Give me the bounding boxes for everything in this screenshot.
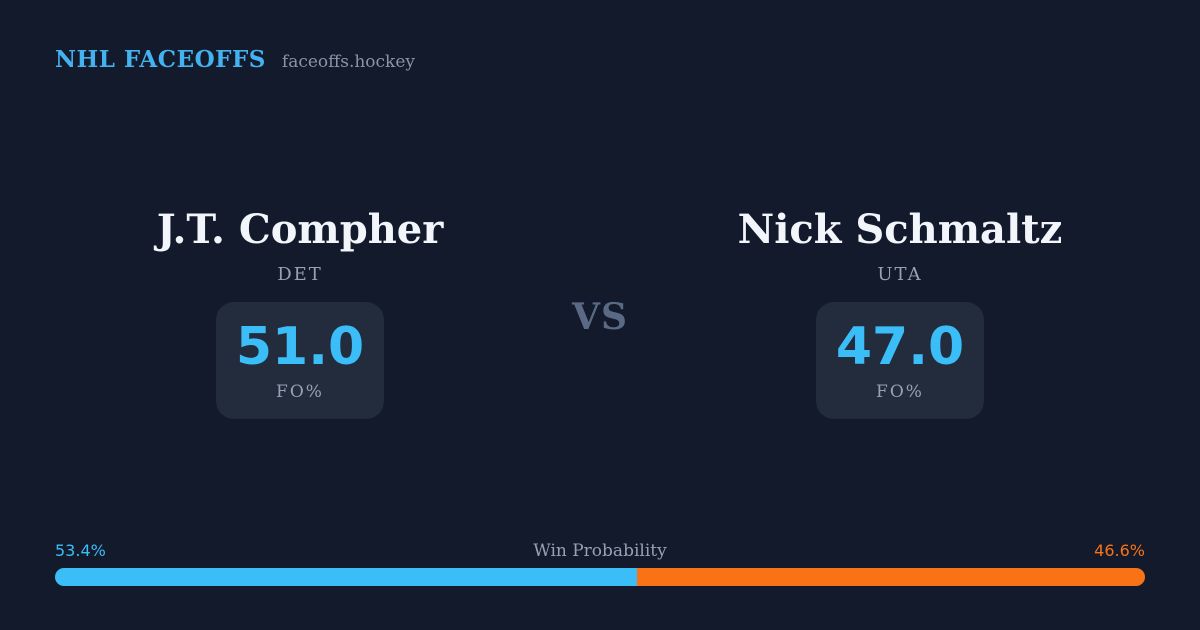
brand-header: NHL FACEOFFS faceoffs.hockey xyxy=(55,46,415,73)
win-probability-title: Win Probability xyxy=(533,541,667,561)
win-probability-left-pct: 53.4% xyxy=(55,541,106,560)
player-right: Nick Schmaltz UTA 47.0 FO% xyxy=(660,208,1140,419)
player-right-team: UTA xyxy=(877,264,923,285)
player-right-name: Nick Schmaltz xyxy=(737,206,1063,253)
player-right-stat-card: 47.0 FO% xyxy=(816,302,984,419)
player-left: J.T. Compher DET 51.0 FO% xyxy=(60,208,540,419)
player-right-stat-value: 47.0 xyxy=(835,317,965,377)
player-left-name: J.T. Compher xyxy=(156,206,444,253)
vs-label: VS xyxy=(572,296,628,338)
player-left-stat-value: 51.0 xyxy=(235,317,365,377)
win-probability-right-pct: 46.6% xyxy=(1094,541,1145,560)
player-left-stat-card: 51.0 FO% xyxy=(216,302,384,419)
win-probability-bar-right-segment xyxy=(637,568,1145,586)
player-left-stat-label: FO% xyxy=(276,382,324,402)
win-probability-bar-left-segment xyxy=(55,568,638,586)
player-right-stat-label: FO% xyxy=(876,382,924,402)
win-probability-bar xyxy=(55,568,1145,586)
win-probability-labels: 53.4% Win Probability 46.6% xyxy=(55,541,1145,561)
brand-domain: faceoffs.hockey xyxy=(281,52,416,72)
brand-title: NHL FACEOFFS xyxy=(55,46,266,73)
player-left-team: DET xyxy=(277,264,323,285)
